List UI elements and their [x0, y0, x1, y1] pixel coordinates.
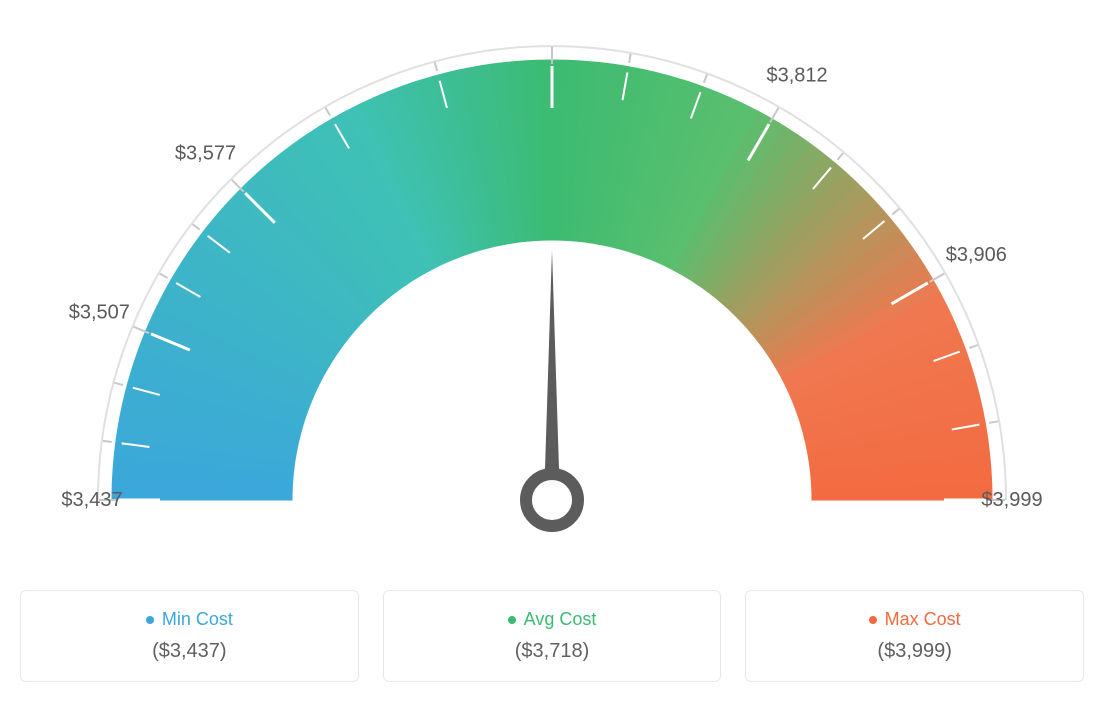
cost-gauge-container: $3,437 $3,507 $3,577 $3,718 $3,812 $3,906 $3,9… — [20, 20, 1084, 682]
dot-icon — [869, 616, 877, 624]
gauge-tick-label: $3,999 — [981, 489, 1042, 511]
legend-avg-label: Avg Cost — [524, 609, 597, 630]
legend-max-label: Max Cost — [885, 609, 961, 630]
gauge-needle — [544, 250, 560, 500]
gauge-tick-outer — [114, 383, 123, 385]
legend-min-label: Min Cost — [162, 609, 233, 630]
gauge-tick-outer — [193, 224, 200, 229]
legend-card-avg: Avg Cost ($3,718) — [383, 590, 722, 682]
gauge-area: $3,437 $3,507 $3,577 $3,718 $3,812 $3,906 $3,9… — [20, 20, 1084, 560]
gauge-tick-outer — [160, 274, 168, 279]
legend-max-header: Max Cost — [756, 609, 1073, 630]
legend-card-min: Min Cost ($3,437) — [20, 590, 359, 682]
legend-card-max: Max Cost ($3,999) — [745, 590, 1084, 682]
gauge-tick-outer — [892, 209, 899, 215]
gauge-tick-outer — [704, 74, 707, 82]
gauge-hub — [526, 474, 578, 526]
dot-icon — [508, 616, 516, 624]
gauge-tick-outer — [435, 62, 437, 71]
legend-avg-header: Avg Cost — [394, 609, 711, 630]
gauge-tick-outer — [837, 153, 843, 160]
gauge-tick-outer — [629, 54, 631, 63]
gauge-tick-outer — [232, 180, 244, 192]
gauge-chart: $3,437 $3,507 $3,577 $3,718 $3,812 $3,906 $3,9… — [32, 20, 1072, 560]
gauge-tick-label: $3,906 — [946, 244, 1007, 266]
legend-min-value: ($3,437) — [31, 640, 348, 663]
dot-icon — [146, 616, 154, 624]
gauge-tick-outer — [103, 441, 112, 442]
legend-row: Min Cost ($3,437) Avg Cost ($3,718) Max … — [20, 590, 1084, 682]
gauge-tick-outer — [969, 345, 977, 348]
gauge-tick-label: $3,507 — [69, 301, 130, 323]
gauge-tick-outer — [326, 108, 331, 116]
legend-min-header: Min Cost — [31, 609, 348, 630]
gauge-tick-label: $3,577 — [175, 143, 236, 165]
gauge-tick-label: $3,812 — [766, 65, 827, 87]
gauge-tick-outer — [989, 421, 998, 423]
legend-avg-value: ($3,718) — [394, 640, 711, 663]
gauge-tick-label: $3,437 — [61, 489, 122, 511]
gauge-tick-label: $3,718 — [521, 20, 582, 21]
legend-max-value: ($3,999) — [756, 640, 1073, 663]
